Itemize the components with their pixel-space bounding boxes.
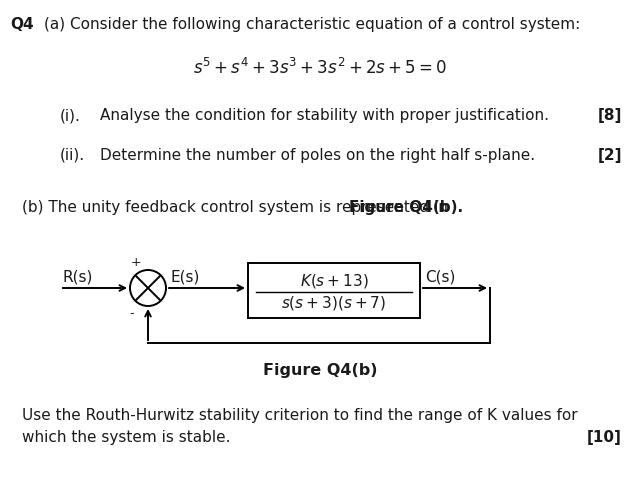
Text: Q4: Q4 — [10, 17, 34, 32]
Text: Figure Q4(b): Figure Q4(b) — [263, 363, 377, 378]
Text: $s^5 + s^4 + 3s^3 + 3s^2 + 2s + 5 = 0$: $s^5 + s^4 + 3s^3 + 3s^2 + 2s + 5 = 0$ — [193, 58, 447, 78]
Text: Determine the number of poles on the right half s-plane.: Determine the number of poles on the rig… — [100, 148, 535, 163]
Text: which the system is stable.: which the system is stable. — [22, 430, 230, 445]
Text: [8]: [8] — [598, 108, 622, 123]
Text: R(s): R(s) — [62, 270, 92, 285]
Bar — [248, 263, 420, 318]
Text: -: - — [129, 307, 134, 320]
Text: (a) Consider the following characteristic equation of a control system:: (a) Consider the following characteristi… — [44, 17, 580, 32]
Text: Figure Q4(b).: Figure Q4(b). — [349, 200, 463, 215]
Text: (ii).: (ii). — [60, 148, 85, 163]
Text: $s(s + 3)(s + 7)$: $s(s + 3)(s + 7)$ — [282, 293, 387, 311]
Text: (i).: (i). — [60, 108, 81, 123]
Text: +: + — [131, 256, 141, 269]
Text: (b) The unity feedback control system is represented in: (b) The unity feedback control system is… — [22, 200, 452, 215]
Text: $K(s + 13)$: $K(s + 13)$ — [300, 272, 368, 290]
Text: [10]: [10] — [587, 430, 622, 445]
Text: C(s): C(s) — [425, 270, 456, 285]
Text: [2]: [2] — [598, 148, 622, 163]
Text: E(s): E(s) — [170, 270, 200, 285]
Text: Analyse the condition for stability with proper justification.: Analyse the condition for stability with… — [100, 108, 549, 123]
Text: Use the Routh-Hurwitz stability criterion to find the range of K values for: Use the Routh-Hurwitz stability criterio… — [22, 408, 578, 423]
